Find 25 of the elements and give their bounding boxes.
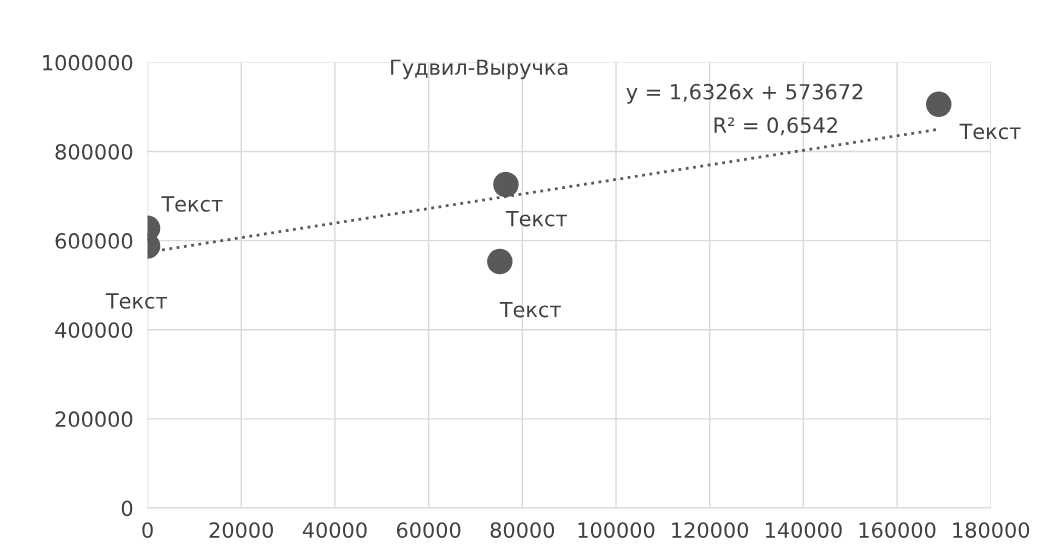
y-tick-label: 600000: [55, 233, 133, 249]
annotation: Текст: [105, 293, 167, 309]
y-tick-label: 0: [121, 500, 133, 517]
x-tick-label: 60000: [396, 522, 461, 538]
annotation: Текст: [505, 210, 568, 227]
annotation: Текст: [499, 301, 561, 318]
x-tick-label: 140000: [765, 522, 842, 538]
point: [926, 91, 952, 117]
x-tick-label: 100000: [578, 522, 655, 538]
x-tick-label: 20000: [209, 522, 273, 538]
chart-title: Гудвил-Выручка: [391, 59, 568, 80]
x-tick-label: 180000: [953, 522, 1030, 538]
y-tick-label: 1000000: [43, 54, 133, 71]
y-tick-label: 400000: [55, 322, 133, 338]
x-tick-label: 0: [142, 522, 153, 538]
annotation: Текст: [161, 196, 223, 212]
x-tick-label: 120000: [672, 522, 749, 538]
x-tick-label: 160000: [859, 522, 936, 538]
x-tick-label: 40000: [302, 522, 367, 538]
x-tick-label: 80000: [490, 522, 555, 538]
y-tick-label: 800000: [55, 143, 133, 160]
annotation: y = 1,6326x + 573672: [626, 83, 863, 104]
annotation: R² = 0,6542: [714, 117, 837, 136]
y-tick-label: 200000: [55, 411, 133, 428]
annotation: Текст: [959, 123, 1021, 140]
